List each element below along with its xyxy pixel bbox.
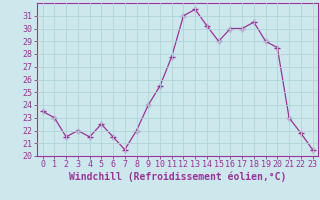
- X-axis label: Windchill (Refroidissement éolien,°C): Windchill (Refroidissement éolien,°C): [69, 172, 286, 182]
